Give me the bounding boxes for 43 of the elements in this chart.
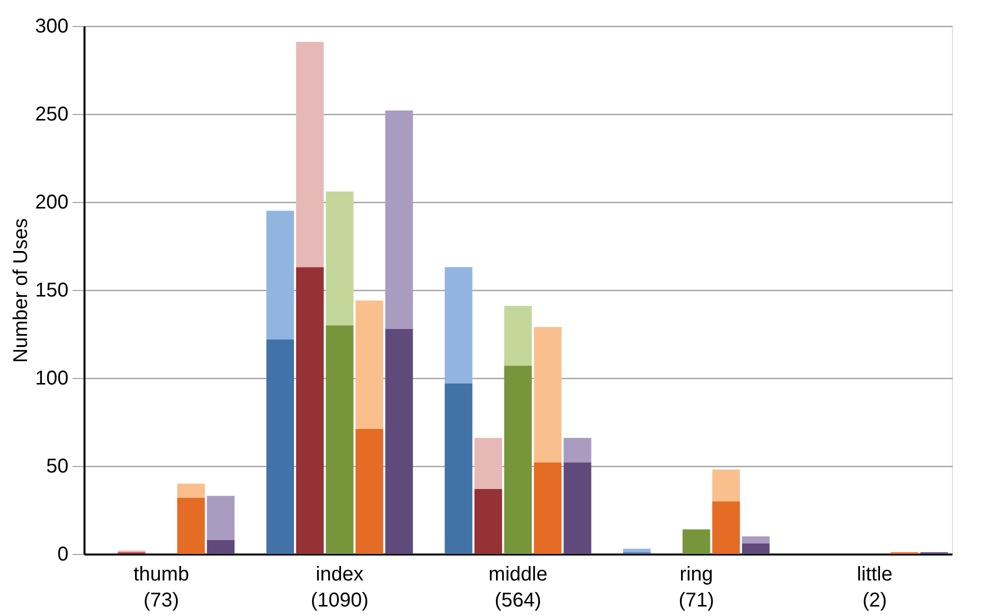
bar [534, 462, 562, 554]
bar [385, 110, 413, 329]
bar [712, 470, 740, 502]
bar [742, 543, 770, 554]
bar [356, 429, 384, 554]
bar [623, 548, 651, 552]
bar [742, 536, 770, 544]
bar [326, 325, 354, 554]
y-tick-label: 150 [35, 280, 68, 302]
x-tick-label: ring (71) [678, 564, 714, 612]
x-tick-label: thumb (73) [133, 564, 190, 612]
bar [444, 383, 472, 554]
bar [444, 267, 472, 384]
bar [564, 438, 592, 462]
bar [504, 306, 532, 366]
y-tick-label: 100 [35, 368, 68, 390]
bar [296, 267, 324, 554]
bar [682, 529, 710, 554]
y-tick-label: 250 [35, 104, 68, 126]
y-tick-label: 0 [57, 544, 68, 566]
bar [356, 300, 384, 430]
bar [266, 339, 294, 554]
y-tick-label: 200 [35, 192, 68, 214]
y-tick-label: 50 [46, 456, 68, 478]
bar [534, 326, 562, 462]
bar [712, 501, 740, 554]
bar [326, 191, 354, 326]
bar [206, 540, 235, 554]
bar [385, 328, 413, 554]
bar [474, 488, 502, 554]
x-tick-label: little (2) [856, 564, 892, 612]
bar [504, 366, 532, 554]
bar [296, 42, 324, 268]
bar [266, 210, 294, 340]
y-axis-title: Number of Uses [10, 218, 32, 363]
bar [564, 462, 592, 554]
bar [474, 438, 502, 489]
bar [177, 484, 205, 498]
x-tick-label: index (1090) [310, 564, 369, 612]
bar [177, 498, 205, 554]
bar [206, 496, 235, 540]
x-tick-label: middle (564) [488, 564, 548, 612]
y-tick-label: 300 [35, 16, 68, 38]
